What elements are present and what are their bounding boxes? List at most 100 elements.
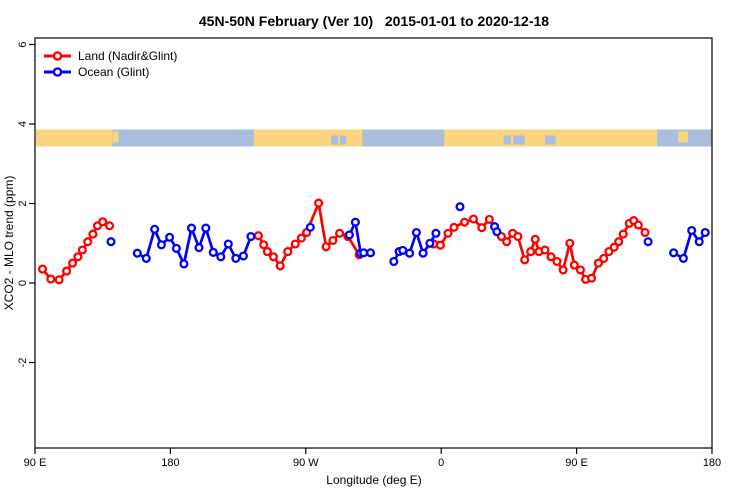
data-point (614, 237, 624, 247)
y-tick-label: 0 (17, 280, 29, 286)
map-strip-land-spot (112, 131, 119, 143)
data-point (669, 248, 679, 258)
data-point (540, 245, 550, 255)
data-point (73, 252, 83, 262)
data-point (640, 227, 650, 238)
data-point (150, 224, 160, 234)
data-point (425, 238, 435, 248)
data-point (565, 238, 575, 248)
data-point (599, 253, 609, 263)
data-point (344, 230, 354, 240)
data-point (411, 227, 421, 238)
data-point (694, 237, 704, 247)
data-point (83, 237, 93, 247)
data-point (314, 198, 324, 208)
data-point (46, 274, 56, 284)
data-point (290, 239, 300, 249)
y-tick-label: -2 (17, 358, 29, 368)
data-point (558, 265, 568, 275)
data-point (350, 217, 360, 227)
data-point (546, 252, 556, 262)
data-point (231, 253, 241, 263)
data-point (296, 233, 306, 243)
data-point (156, 240, 166, 250)
data-point (328, 235, 338, 246)
data-point (459, 217, 470, 227)
data-point (484, 214, 494, 224)
data-point (194, 243, 204, 253)
data-point (321, 242, 331, 252)
x-tick-label: 180 (703, 457, 721, 469)
data-point (587, 273, 597, 283)
data-point (54, 275, 64, 285)
data-point (201, 223, 211, 233)
data-point (223, 239, 233, 249)
data-point (593, 258, 603, 268)
data-point (262, 247, 272, 257)
map-strip-water-spot (331, 135, 338, 145)
data-point (246, 231, 256, 242)
data-point (449, 222, 459, 232)
data-point (165, 232, 175, 242)
data-point (477, 223, 487, 233)
map-strip-water-spot (339, 135, 346, 145)
data-point (526, 247, 536, 257)
y-tick-label: 4 (17, 121, 29, 127)
x-tick-label: 90 W (293, 457, 319, 469)
legend-label: Ocean (Glint) (78, 65, 149, 79)
data-point (141, 253, 151, 263)
data-point (253, 231, 263, 241)
y-tick-label: 2 (17, 200, 29, 206)
data-point (68, 258, 78, 268)
data-point (283, 247, 293, 257)
data-point (106, 237, 116, 247)
data-point (132, 248, 142, 258)
data-point (687, 225, 697, 236)
x-axis-label: Longitude (deg E) (326, 473, 421, 487)
data-point (179, 259, 189, 269)
data-point (238, 251, 248, 261)
data-point (305, 222, 315, 232)
data-point (520, 255, 530, 265)
legend-item: Ocean (Glint) (44, 65, 149, 79)
map-strip (36, 129, 712, 147)
x-tick-label: 0 (438, 457, 444, 469)
series-line (41, 220, 111, 282)
legend-marker (52, 67, 63, 77)
data-point (62, 266, 72, 276)
data-point (216, 252, 226, 262)
data-point (335, 228, 345, 238)
data-point (575, 265, 585, 275)
legend-label: Land (Nadir&Glint) (78, 49, 177, 63)
plot-border (34, 37, 713, 449)
legend: Land (Nadir&Glint) Ocean (Glint) (44, 49, 177, 79)
data-point (468, 214, 479, 224)
data-point (389, 256, 399, 267)
y-tick-label: 6 (17, 41, 29, 47)
data-point (530, 234, 540, 244)
data-point (259, 240, 269, 250)
data-series (37, 198, 710, 285)
map-strip-land-spot (678, 131, 688, 143)
legend-marker (52, 51, 63, 61)
map-strip-water-spot (545, 135, 556, 145)
data-point (700, 227, 710, 238)
data-point (552, 256, 562, 267)
data-point (88, 229, 98, 239)
data-point (569, 260, 579, 270)
series-line (135, 226, 253, 266)
x-tick-label: 90 E (565, 457, 588, 469)
data-point (37, 264, 48, 274)
data-point (418, 248, 428, 258)
data-point (502, 237, 512, 247)
data-point (513, 231, 523, 242)
y-axis-label: XCO2 - MLO trend (ppm) (2, 176, 16, 311)
data-point (208, 247, 218, 257)
series-ocean (106, 202, 710, 269)
data-point (609, 242, 619, 252)
data-point (104, 221, 115, 231)
data-point (275, 261, 285, 271)
x-tick-label: 180 (161, 457, 179, 469)
